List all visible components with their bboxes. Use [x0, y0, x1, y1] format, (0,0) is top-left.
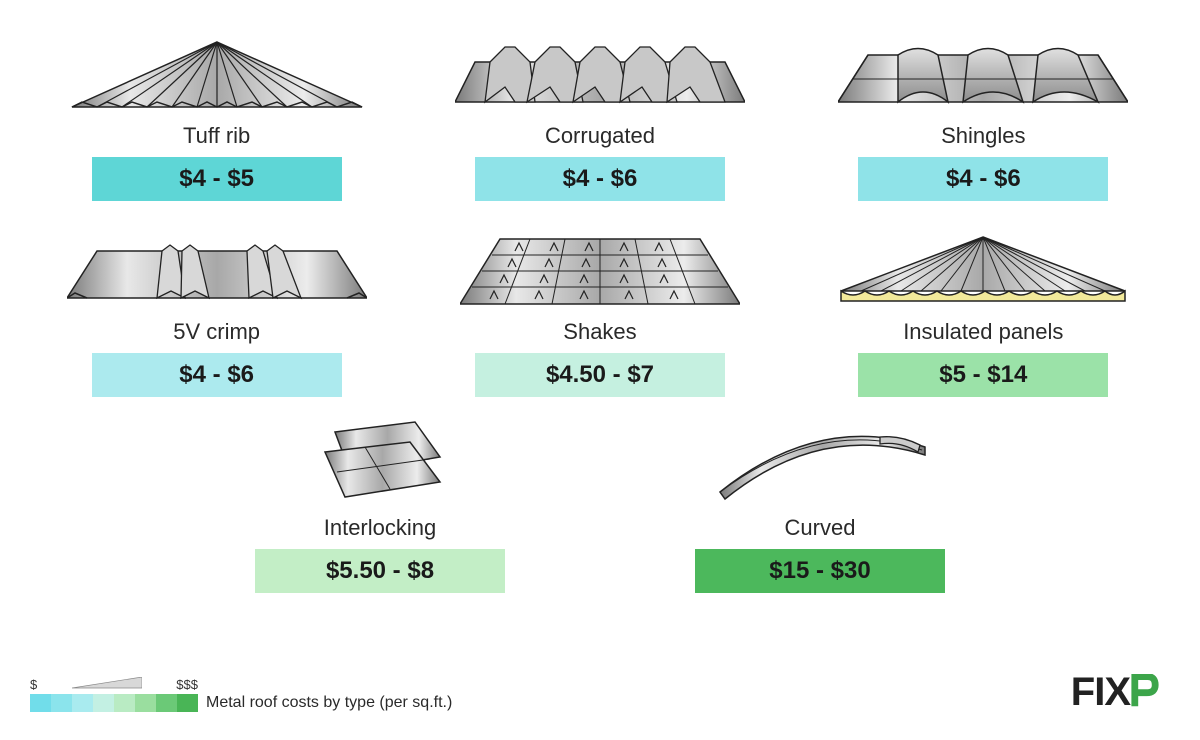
item-price: $5.50 - $8 — [255, 549, 505, 593]
item-label: Curved — [785, 515, 856, 541]
row-1: Tuff rib $4 - $5 Corrugated $4 - $6 — [40, 30, 1160, 201]
item-price: $4 - $6 — [92, 353, 342, 397]
item-corrugated: Corrugated $4 - $6 — [440, 30, 760, 201]
shakes-icon — [460, 226, 740, 311]
legend-swatch — [135, 694, 156, 712]
interlocking-icon — [295, 422, 465, 507]
infographic-grid: Tuff rib $4 - $5 Corrugated $4 - $6 — [40, 30, 1160, 593]
item-tuff-rib: Tuff rib $4 - $5 — [57, 30, 377, 201]
legend-swatch — [30, 694, 51, 712]
item-price: $4.50 - $7 — [475, 353, 725, 397]
item-price: $4 - $5 — [92, 157, 342, 201]
legend-swatch — [156, 694, 177, 712]
item-label: Corrugated — [545, 123, 655, 149]
item-label: Interlocking — [324, 515, 437, 541]
item-label: Shingles — [941, 123, 1025, 149]
legend-caption: Metal roof costs by type (per sq.ft.) — [206, 694, 452, 712]
brand-logo: FIX — [1071, 670, 1160, 715]
5v-crimp-icon — [67, 226, 367, 311]
row-3: Interlocking $5.50 - $8 Curved $15 - $30 — [40, 422, 1160, 593]
item-label: 5V crimp — [173, 319, 260, 345]
legend-low: $ — [30, 677, 37, 692]
legend: $ $$$ Metal roof costs by type (per sq.f… — [30, 677, 452, 712]
item-5v-crimp: 5V crimp $4 - $6 — [57, 226, 377, 397]
item-label: Tuff rib — [183, 123, 250, 149]
legend-swatch — [177, 694, 198, 712]
brand-suffix — [1130, 670, 1160, 715]
legend-swatch — [114, 694, 135, 712]
shingles-icon — [838, 30, 1128, 115]
item-price: $5 - $14 — [858, 353, 1108, 397]
tuff-rib-icon — [67, 30, 367, 115]
row-2: 5V crimp $4 - $6 — [40, 226, 1160, 397]
item-curved: Curved $15 - $30 — [660, 422, 980, 593]
item-label: Shakes — [563, 319, 636, 345]
item-shakes: Shakes $4.50 - $7 — [440, 226, 760, 397]
legend-swatch — [51, 694, 72, 712]
item-interlocking: Interlocking $5.50 - $8 — [220, 422, 540, 593]
insulated-icon — [833, 226, 1133, 311]
item-price: $4 - $6 — [475, 157, 725, 201]
brand-name: FIX — [1071, 670, 1130, 714]
legend-swatches — [30, 694, 198, 712]
item-shingles: Shingles $4 - $6 — [823, 30, 1143, 201]
item-price: $15 - $30 — [695, 549, 945, 593]
legend-high: $$$ — [176, 677, 198, 692]
curved-icon — [700, 422, 940, 507]
item-label: Insulated panels — [903, 319, 1063, 345]
item-price: $4 - $6 — [858, 157, 1108, 201]
item-insulated-panels: Insulated panels $5 - $14 — [823, 226, 1143, 397]
legend-swatch — [72, 694, 93, 712]
scale-wedge-icon — [72, 677, 142, 692]
legend-swatch — [93, 694, 114, 712]
corrugated-icon — [455, 30, 745, 115]
